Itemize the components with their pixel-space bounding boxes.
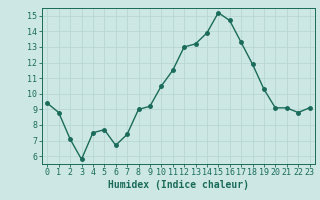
X-axis label: Humidex (Indice chaleur): Humidex (Indice chaleur)	[108, 180, 249, 190]
